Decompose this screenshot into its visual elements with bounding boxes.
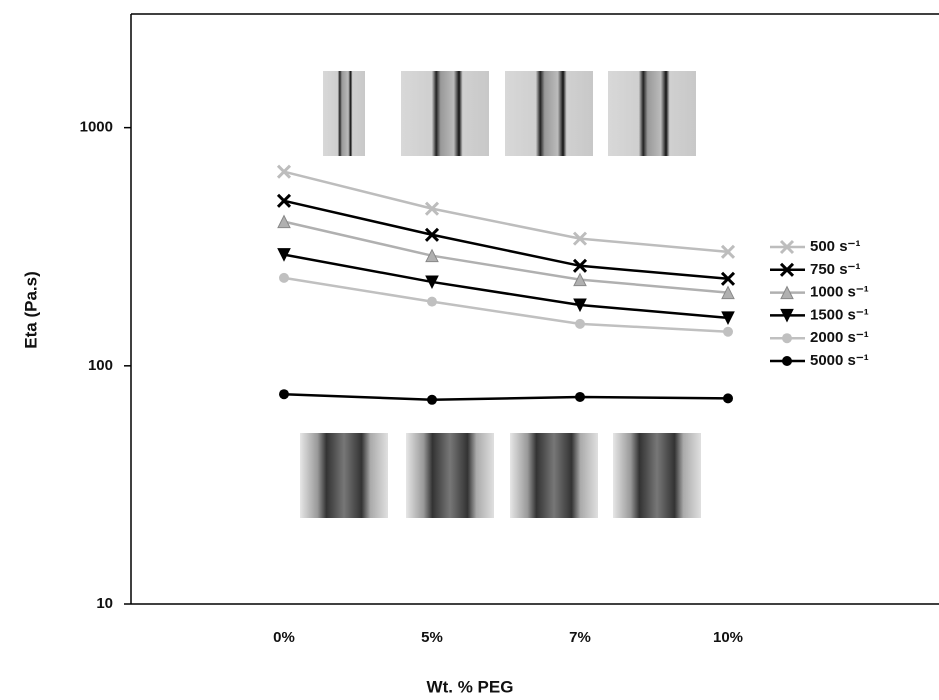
legend-marker [780,308,794,323]
marker [425,275,439,290]
x-tick-label: 7% [569,629,591,646]
photo [406,433,494,518]
legend-label: 750 s⁻¹ [810,261,860,278]
marker [720,244,736,259]
photo [608,71,696,156]
marker [424,227,440,242]
x-tick-label: 10% [713,629,743,646]
marker [277,214,291,229]
marker [721,311,735,325]
marker [720,271,736,286]
photo [300,433,388,518]
legend-label: 1500 s⁻¹ [810,306,869,323]
marker [424,201,440,216]
x-tick-label: 5% [421,629,443,646]
legend-marker [779,239,795,255]
marker [276,164,292,179]
y-tick-label: 1000 [80,119,113,136]
marker [573,272,587,287]
photo [401,71,489,156]
legend-label: 5000 s⁻¹ [810,352,869,369]
marker [427,394,437,405]
legend-marker [779,262,795,277]
y-axis-label: Eta (Pa.s) [21,271,40,348]
y-tick-label: 10 [96,595,113,612]
marker [279,389,289,400]
marker [723,326,733,337]
marker [573,298,587,313]
marker [276,193,292,208]
marker [425,248,439,263]
marker [572,231,588,246]
legend-label: 1000 s⁻¹ [810,284,869,301]
series-line [283,199,729,281]
photo [505,71,593,156]
photo [323,71,365,156]
marker [277,248,291,262]
marker [575,391,585,402]
legend-marker [782,356,792,366]
legend-marker [782,333,792,344]
marker [723,393,733,404]
series-line [283,253,729,320]
marker [721,285,735,300]
marker [279,272,289,283]
series-line [283,220,729,294]
marker [572,258,588,273]
legend-marker [780,285,794,300]
y-tick-label: 100 [88,357,113,374]
series-line [283,276,729,334]
x-axis-label: Wt. % PEG [427,677,514,696]
photo [613,433,701,518]
legend-label: 2000 s⁻¹ [810,329,869,346]
series-line [283,392,729,402]
fiber-photos [300,71,701,518]
marker [575,318,585,329]
marker [427,296,437,307]
series-line [283,170,729,254]
legend-label: 500 s⁻¹ [810,238,860,255]
photo [510,433,598,518]
x-tick-label: 0% [273,629,295,646]
